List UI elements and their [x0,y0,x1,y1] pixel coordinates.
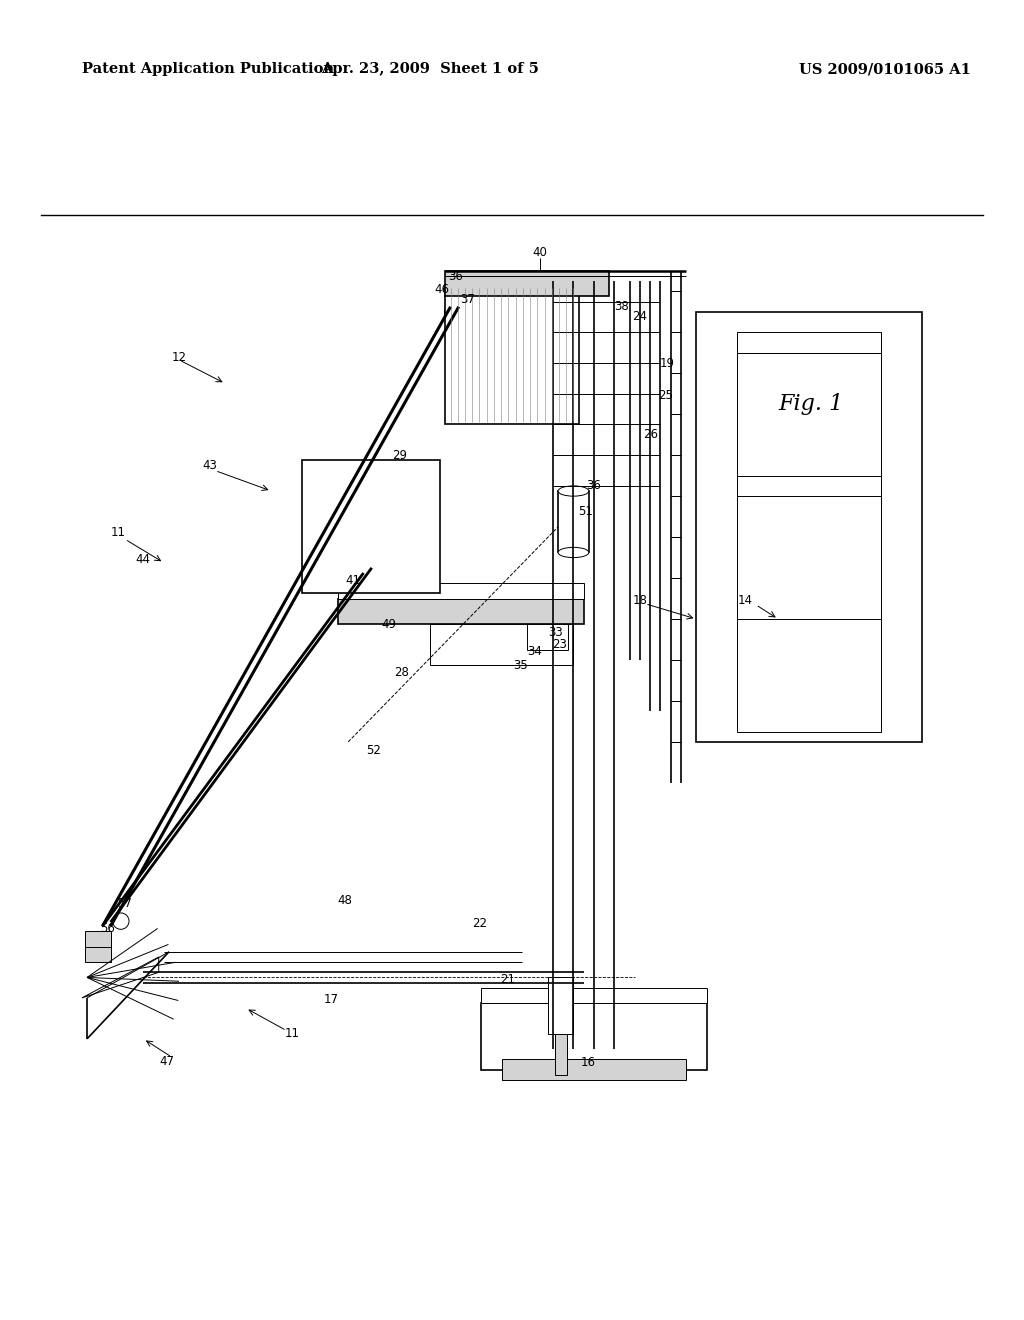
Text: 28: 28 [394,665,409,678]
Text: 37: 37 [461,293,475,306]
Bar [338,598,584,624]
Text: 19: 19 [660,356,675,370]
Text: 47: 47 [160,1055,174,1068]
Bar [548,977,573,1034]
Text: Apr. 23, 2009  Sheet 1 of 5: Apr. 23, 2009 Sheet 1 of 5 [322,62,539,77]
Bar [558,491,589,553]
Text: 26: 26 [643,428,657,441]
Bar [338,583,584,598]
Text: 11: 11 [285,1027,299,1040]
Bar [502,1060,686,1080]
Bar [85,932,111,946]
Ellipse shape [558,486,589,496]
Text: 34: 34 [527,645,542,659]
Ellipse shape [558,548,589,557]
Text: 51: 51 [579,506,593,517]
Text: 36: 36 [587,479,601,492]
Bar [555,1034,567,1074]
Text: 12: 12 [172,351,186,364]
Text: Patent Application Publication: Patent Application Publication [82,62,334,77]
Bar [696,312,922,742]
Circle shape [444,306,457,318]
Text: Fig. 1: Fig. 1 [778,393,844,414]
Text: 48: 48 [338,894,352,907]
Text: 24: 24 [633,310,647,323]
Bar [737,333,881,731]
Text: 35: 35 [513,659,527,672]
Text: 22: 22 [472,916,486,929]
Text: 44: 44 [136,553,151,566]
Text: 46: 46 [435,282,450,296]
Bar [85,946,111,962]
Text: 38: 38 [614,300,629,313]
Text: 56: 56 [100,921,115,935]
Circle shape [113,913,129,929]
Bar [445,271,609,297]
Text: 57: 57 [118,898,132,911]
Bar [302,461,440,594]
Text: 40: 40 [532,246,547,259]
Text: 29: 29 [392,449,407,462]
Text: 43: 43 [203,459,217,473]
Bar [737,352,881,475]
Text: 16: 16 [581,1056,595,1069]
Text: 14: 14 [738,594,753,607]
Bar [481,987,707,1003]
Text: 23: 23 [552,638,566,651]
Text: 52: 52 [367,743,381,756]
Bar [527,624,568,649]
Text: 17: 17 [324,994,338,1006]
Text: 41: 41 [346,574,360,586]
Bar [430,624,573,665]
Text: US 2009/0101065 A1: US 2009/0101065 A1 [799,62,971,77]
Polygon shape [82,957,159,998]
Text: 11: 11 [111,525,125,539]
Bar [481,1003,707,1069]
Text: 18: 18 [633,594,647,607]
Text: 33: 33 [549,626,563,639]
Bar [445,286,579,425]
Text: 36: 36 [449,269,463,282]
Circle shape [356,561,377,581]
Text: 21: 21 [501,973,515,986]
Text: 49: 49 [382,618,396,631]
Text: 25: 25 [658,389,673,403]
Bar [737,496,881,619]
